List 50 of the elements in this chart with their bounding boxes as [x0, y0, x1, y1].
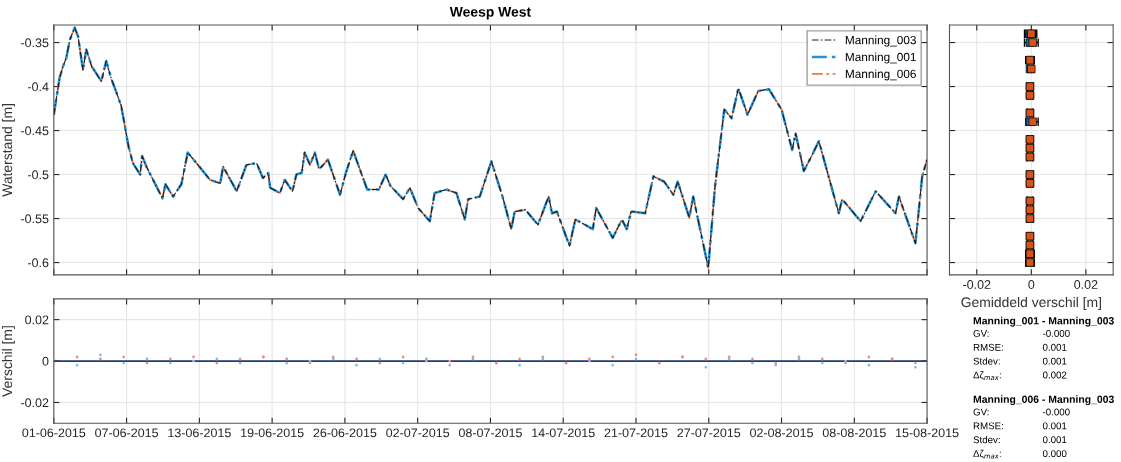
text: Stdev:: [973, 436, 1000, 444]
x-tick-label: 07-06-2015: [95, 428, 159, 438]
text: Stdev:: [973, 357, 1000, 365]
x-tick-label: 02-07-2015: [386, 428, 450, 438]
chart-title: Weesp West: [449, 7, 531, 20]
x-tick-label: 19-06-2015: [241, 428, 304, 438]
y-tick-label: 0.02: [25, 315, 49, 325]
text: 0.000: [1042, 450, 1067, 458]
y-tick-label: -0.55: [21, 214, 49, 224]
y-tick-label: -0.5: [27, 170, 49, 180]
x-tick-label: -0.02: [963, 280, 991, 289]
text: -0.000: [1042, 408, 1070, 416]
legend-label: Manning_003: [845, 35, 916, 47]
text: GV:: [973, 408, 989, 416]
x-axis-title: Gemiddeld verschil [m]: [961, 296, 1101, 310]
y-tick-label: -0.6: [27, 258, 49, 268]
text: RMSE:: [973, 422, 1003, 430]
text: 0.001: [1042, 436, 1067, 444]
x-tick-label: 01-06-2015: [22, 428, 86, 438]
text: Δζ$_{max}$:: [973, 449, 1001, 459]
x-tick-label: 02-08-2015: [750, 428, 813, 438]
text: -0.000: [1042, 330, 1070, 337]
x-tick-label: 0: [1028, 280, 1035, 289]
x-tick-label: 27-07-2015: [677, 428, 741, 438]
text: 0.002: [1042, 371, 1067, 379]
text: Δζ$_{max}$:: [973, 371, 1001, 381]
text: 0.001: [1042, 357, 1067, 365]
y-axis-title: Waterstand [m]: [1, 104, 15, 197]
y-tick-label: 0: [42, 356, 49, 366]
y-tick-label: -0.35: [21, 38, 49, 48]
x-tick-label: 13-06-2015: [168, 428, 231, 438]
text: Manning_006 - Manning_003: [973, 395, 1114, 406]
y-tick-label: -0.02: [21, 398, 49, 408]
text: 0.001: [1042, 343, 1067, 351]
y-tick-label: -0.45: [21, 126, 49, 136]
y-tick-label: -0.4: [27, 82, 49, 92]
text: 0.001: [1042, 422, 1067, 430]
legend-label: Manning_001: [845, 52, 916, 64]
x-tick-label: 08-07-2015: [458, 428, 522, 438]
y-axis-title: Verschil [m]: [1, 326, 15, 397]
x-tick-label: 14-07-2015: [532, 428, 595, 438]
x-tick-label: 21-07-2015: [604, 428, 668, 438]
text: GV:: [973, 330, 989, 337]
text: RMSE:: [973, 343, 1003, 351]
x-tick-label: 26-06-2015: [313, 428, 377, 438]
x-tick-label: 0.02: [1074, 280, 1098, 289]
x-tick-label: 15-08-2015: [896, 428, 959, 438]
x-tick-label: 08-08-2015: [822, 428, 886, 438]
text: Manning_001 - Manning_003: [973, 316, 1114, 327]
legend-label: Manning_006: [845, 69, 916, 81]
